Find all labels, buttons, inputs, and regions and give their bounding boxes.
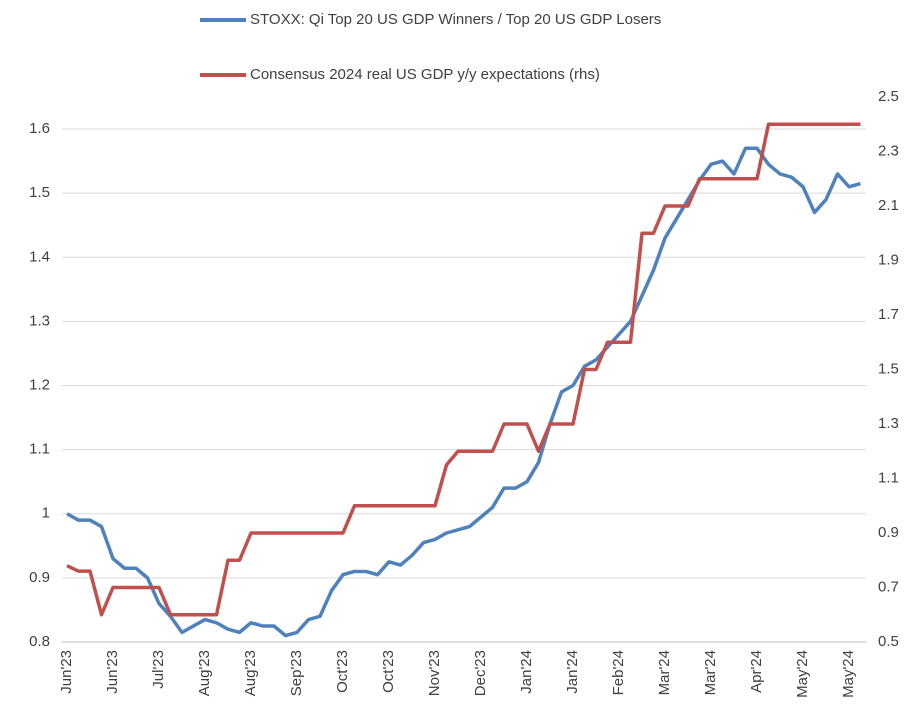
y-tick-label: 1.4 (29, 248, 50, 265)
y-tick-label: 1 (42, 505, 50, 522)
y2-tick-label: 1.5 (878, 360, 899, 377)
x-tick-label: Nov'23 (426, 650, 443, 696)
x-tick-label: May'24 (794, 650, 811, 698)
x-tick-label: Aug'23 (242, 650, 259, 696)
y2-tick-label: 1.9 (878, 251, 899, 268)
x-tick-label: Mar'24 (702, 650, 719, 695)
x-tick-label: Jan'24 (518, 650, 535, 694)
x-tick-label: Aug'23 (196, 650, 213, 696)
x-tick-label: Dec'23 (472, 650, 489, 696)
legend-label: Consensus 2024 real US GDP y/y expectati… (250, 66, 600, 83)
x-tick-label: Oct'23 (380, 650, 397, 693)
y-tick-label: 1.6 (29, 120, 50, 137)
y2-tick-label: 0.9 (878, 524, 899, 541)
x-tick-label: Jun'23 (104, 650, 121, 694)
x-tick-label: Oct'23 (334, 650, 351, 693)
x-tick-label: Jun'23 (58, 650, 75, 694)
series-line (66, 146, 861, 638)
y2-tick-label: 1.3 (878, 415, 899, 432)
y2-tick-label: 1.7 (878, 306, 899, 323)
y2-tick-label: 0.7 (878, 578, 899, 595)
y2-tick-label: 0.5 (878, 633, 899, 650)
x-tick-label: May'24 (840, 650, 857, 698)
x-tick-label: Feb'24 (610, 650, 627, 695)
legend-label: STOXX: Qi Top 20 US GDP Winners / Top 20… (250, 11, 661, 28)
x-tick-label: Mar'24 (656, 650, 673, 695)
y-tick-label: 0.9 (29, 569, 50, 586)
x-tick-label: Jan'24 (564, 650, 581, 694)
y2-tick-label: 1.1 (878, 469, 899, 486)
y2-tick-label: 2.5 (878, 88, 899, 105)
y2-tick-label: 2.3 (878, 142, 899, 159)
series-line (66, 122, 861, 617)
y2-tick-label: 2.1 (878, 197, 899, 214)
x-tick-label: Jul'23 (150, 650, 167, 689)
y-tick-label: 1.5 (29, 184, 50, 201)
x-tick-label: Apr'24 (748, 650, 765, 693)
x-tick-label: Sep'23 (288, 650, 305, 696)
y-tick-label: 0.8 (29, 633, 50, 650)
y-tick-label: 1.3 (29, 312, 50, 329)
y-tick-label: 1.1 (29, 441, 50, 458)
y-tick-label: 1.2 (29, 376, 50, 393)
